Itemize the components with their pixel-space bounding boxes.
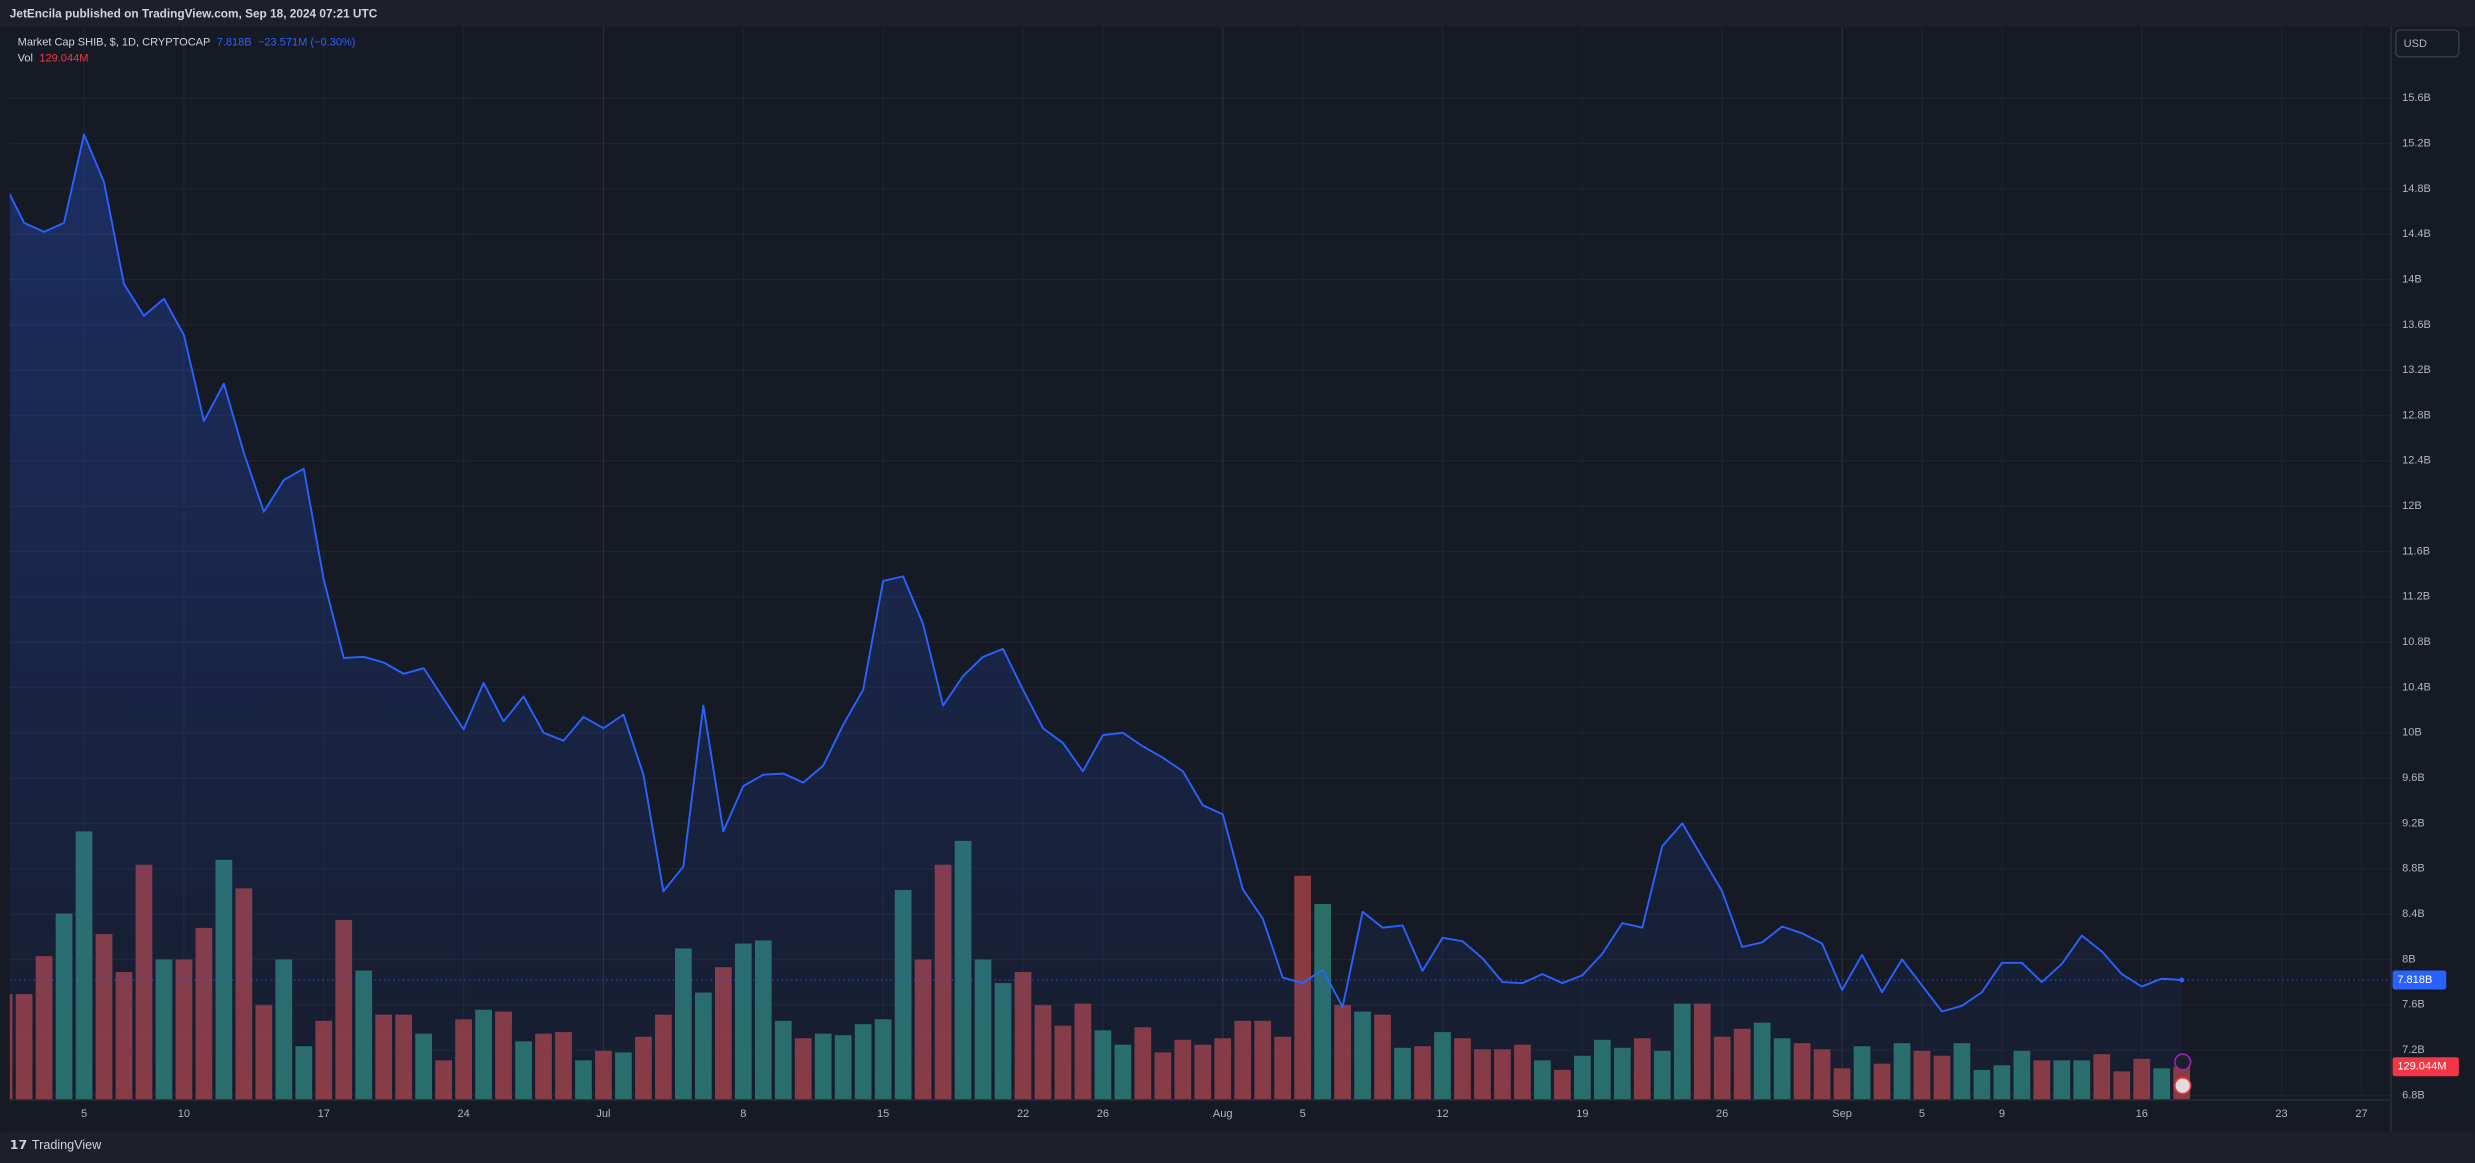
x-tick-label: 27: [2355, 1108, 2367, 1120]
legend-value: 7.818B: [217, 37, 252, 49]
currency-label[interactable]: USD: [2404, 38, 2427, 50]
x-tick-label: 17: [318, 1108, 330, 1120]
event-icon[interactable]: [2174, 1053, 2192, 1071]
y-tick-label: 10.8B: [2402, 636, 2431, 648]
x-tick-label: 26: [1716, 1108, 1728, 1120]
y-tick-label: 15.6B: [2402, 92, 2431, 104]
footer-text: TradingView: [32, 1138, 102, 1152]
legend-vol: Vol 129.044M: [18, 52, 89, 64]
y-tick-label: 8.8B: [2402, 863, 2425, 875]
legend-main: Market Cap SHIB, $, 1D, CRYPTOCAP 7.818B −…: [18, 37, 356, 49]
y-tick-label: 12.4B: [2402, 455, 2431, 467]
y-tick-label: 13.2B: [2402, 364, 2431, 376]
y-tick-label: 14B: [2402, 273, 2422, 285]
footer-bar: [0, 1131, 2475, 1163]
area-fill: [9, 134, 2182, 1100]
legend-name: Market Cap SHIB, $, 1D, CRYPTOCAP: [18, 37, 211, 49]
header-bar: [0, 0, 2475, 27]
x-tick-label: 19: [1576, 1108, 1588, 1120]
y-tick-label: 11.6B: [2402, 545, 2430, 557]
x-tick-label: 9: [1999, 1108, 2005, 1120]
event-icon[interactable]: [2174, 1076, 2192, 1095]
x-tick-label: 12: [1436, 1108, 1448, 1120]
plot-area: [9, 133, 2392, 1100]
x-tick-label: 8: [740, 1108, 746, 1120]
y-tick-label: 8B: [2402, 953, 2416, 965]
y-tick-label: 13.6B: [2402, 319, 2431, 331]
currency-box[interactable]: [2394, 29, 2460, 58]
x-tick-label: 23: [2275, 1108, 2287, 1120]
x-tick-label: 10: [178, 1108, 190, 1120]
x-tick-label: Aug: [1213, 1108, 1233, 1120]
footer-logo: 𝟭𝟳: [10, 1138, 28, 1152]
y-tick-label: 10.4B: [2402, 681, 2431, 693]
y-tick-label: 9.2B: [2402, 817, 2425, 829]
y-tick-label: 15.2B: [2402, 137, 2431, 149]
y-tick-label: 8.4B: [2402, 908, 2425, 920]
volume-badge: [2392, 1057, 2459, 1077]
x-tick-label: 24: [457, 1108, 469, 1120]
legend-change: −23.571M (−0.30%): [258, 37, 356, 49]
x-tick-label: 5: [81, 1108, 87, 1120]
volume-label: 129.044M: [2397, 1061, 2446, 1073]
y-tick-label: 6.8B: [2402, 1089, 2425, 1101]
y-tick-label: 11.2B: [2402, 591, 2430, 603]
x-tick-label: Jul: [596, 1108, 610, 1120]
header-text: JetEncila published on TradingView.com, …: [10, 6, 378, 20]
x-tick-label: 22: [1017, 1108, 1029, 1120]
y-tick-label: 14.4B: [2402, 228, 2431, 240]
x-tick-label: 5: [1300, 1108, 1306, 1120]
axes: 15.6B 15.2B 14.8B 14.4B 14B 13.6B 13.2B 12.8B 12…: [81, 92, 2459, 1120]
y-tick-label: 7.2B: [2402, 1044, 2425, 1056]
x-tick-label: Sep: [1832, 1108, 1852, 1120]
price-line: [9, 133, 2182, 1013]
y-tick-label: 9.6B: [2402, 772, 2425, 784]
last-price-badge: [2392, 970, 2447, 990]
last-price-label: 7.818B: [2397, 974, 2432, 986]
last-point: [2179, 977, 2185, 983]
legend-name: Vol: [18, 52, 33, 64]
legend-value: 129.044M: [39, 52, 88, 64]
x-tick-label: 16: [2136, 1108, 2148, 1120]
x-tick-label: 5: [1919, 1108, 1925, 1120]
x-tick-label: 15: [877, 1108, 889, 1120]
x-tick-label: 26: [1097, 1108, 1109, 1120]
y-tick-label: 12B: [2402, 500, 2422, 512]
y-tick-label: 7.6B: [2402, 999, 2425, 1011]
y-tick-label: 10B: [2402, 727, 2422, 739]
y-tick-label: 12.8B: [2402, 409, 2431, 421]
y-tick-label: 14.8B: [2402, 183, 2431, 195]
